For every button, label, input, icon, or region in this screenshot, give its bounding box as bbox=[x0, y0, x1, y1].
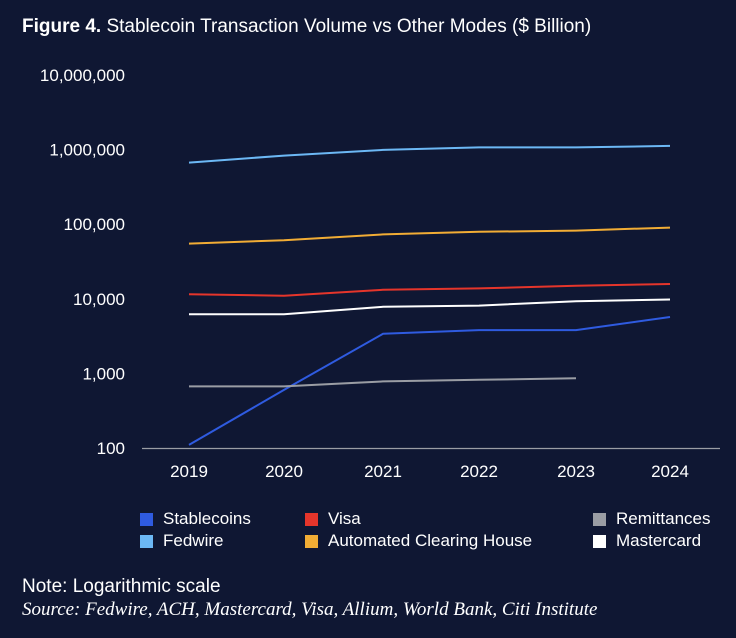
y-tick-label: 100,000 bbox=[64, 215, 125, 234]
series-line-mastercard bbox=[189, 298, 671, 316]
legend-swatch-remittances bbox=[593, 512, 606, 526]
y-tick-label: 10,000,000 bbox=[40, 66, 125, 85]
y-tick-label: 1,000,000 bbox=[49, 141, 125, 160]
figure-title-text: Stablecoin Transaction Volume vs Other M… bbox=[106, 16, 592, 37]
series-line-fedwire bbox=[188, 144, 671, 164]
legend-item-fedwire: Fedwire bbox=[140, 531, 223, 551]
legend-label-stablecoins: Stablecoins bbox=[163, 509, 251, 528]
legend-item-mastercard: Mastercard bbox=[593, 531, 701, 551]
series-line-automated-clearing-house bbox=[188, 226, 671, 245]
figure-number: Figure 4. bbox=[22, 16, 102, 37]
x-tick-label: 2024 bbox=[651, 462, 689, 481]
y-tick-label: 10,000 bbox=[73, 290, 125, 309]
line-chart: 100 1,000 10,000 100,000 1,000,000 10,000,000… bbox=[40, 66, 720, 481]
legend-label-mastercard: Mastercard bbox=[616, 531, 702, 550]
y-tick-label: 1,000 bbox=[82, 364, 125, 383]
legend-label-remittances: Remittances bbox=[616, 509, 711, 528]
legend-swatch-fedwire bbox=[140, 534, 153, 548]
legend-swatch-ach bbox=[305, 534, 318, 548]
series-line-remittances bbox=[189, 377, 577, 388]
legend-item-ach: Automated Clearing House bbox=[305, 531, 532, 551]
legend-swatch-mastercard bbox=[593, 534, 606, 548]
legend-label-visa: Visa bbox=[328, 509, 361, 528]
series-line-visa bbox=[188, 283, 671, 297]
legend-swatch-visa bbox=[305, 512, 318, 526]
legend-label-ach: Automated Clearing House bbox=[328, 531, 533, 550]
legend-item-remittances: Remittances bbox=[593, 509, 710, 529]
y-tick-label: 100 bbox=[97, 439, 125, 458]
chart-source: Source: Fedwire, ACH, Mastercard, Visa, … bbox=[22, 599, 598, 620]
legend-swatch-stablecoins bbox=[140, 512, 153, 526]
x-tick-label: 2023 bbox=[557, 462, 595, 481]
x-tick-label: 2019 bbox=[170, 462, 208, 481]
series-line-stablecoins bbox=[188, 316, 671, 446]
x-tick-label: 2021 bbox=[364, 462, 402, 481]
legend-label-fedwire: Fedwire bbox=[163, 531, 224, 550]
legend-item-stablecoins: Stablecoins bbox=[140, 509, 251, 529]
figure-title: Figure 4. Stablecoin Transaction Volume … bbox=[22, 16, 591, 38]
chart-note: Note: Logarithmic scale bbox=[22, 576, 221, 597]
legend-item-visa: Visa bbox=[305, 509, 361, 529]
x-tick-label: 2020 bbox=[265, 462, 303, 481]
x-tick-label: 2022 bbox=[460, 462, 498, 481]
